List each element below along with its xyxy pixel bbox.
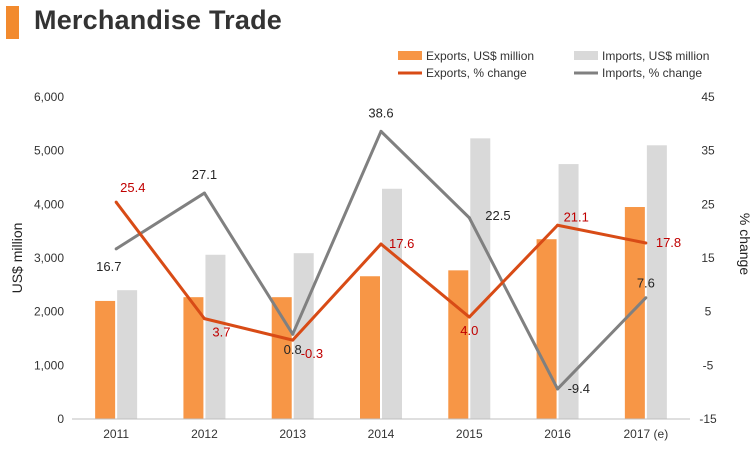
exports-pct-point xyxy=(644,241,648,245)
imports-bar xyxy=(470,138,491,419)
y2-tick-label: 15 xyxy=(701,251,715,265)
exports-pct-label: 4.0 xyxy=(460,323,478,338)
legend-label: Imports, US$ million xyxy=(602,49,709,63)
y-axis-title: US$ million xyxy=(9,223,25,294)
legend-label: Exports, US$ million xyxy=(426,49,534,63)
imports-pct-label: 7.6 xyxy=(637,276,655,291)
y2-tick-label: -5 xyxy=(703,358,714,372)
legend-exports-bar-swatch xyxy=(398,51,422,60)
imports-bar xyxy=(117,290,138,419)
legend-imports-bar-swatch xyxy=(574,51,598,60)
exports-pct-label: 17.8 xyxy=(656,235,681,250)
imports-pct-label: -9.4 xyxy=(568,381,590,396)
y-tick-label: 3,000 xyxy=(34,251,64,265)
page-title: Merchandise Trade xyxy=(34,5,282,35)
x-tick-label: 2013 xyxy=(279,427,306,441)
y2-tick-label: 25 xyxy=(701,197,715,211)
exports-pct-label: 21.1 xyxy=(564,209,589,224)
imports-pct-label: 38.6 xyxy=(368,105,393,120)
y-tick-label: 1,000 xyxy=(34,358,64,372)
y2-tick-label: 5 xyxy=(705,305,712,319)
exports-pct-label: 17.6 xyxy=(389,236,414,251)
exports-pct-label: 3.7 xyxy=(212,325,230,340)
imports-pct-label: 0.8 xyxy=(284,342,302,357)
x-tick-label: 2012 xyxy=(191,427,218,441)
x-tick-label: 2016 xyxy=(544,427,571,441)
y2-axis-title: % change xyxy=(737,213,750,275)
exports-pct-point xyxy=(202,317,206,321)
x-tick-label: 2015 xyxy=(456,427,483,441)
imports-pct-point xyxy=(114,247,118,251)
exports-pct-label: 25.4 xyxy=(120,180,145,195)
imports-bar xyxy=(382,188,402,419)
y2-tick-label: 35 xyxy=(701,144,715,158)
exports-pct-point xyxy=(114,200,118,204)
exports-pct-point xyxy=(467,315,471,319)
legend-label: Imports, % change xyxy=(602,66,702,80)
y2-tick-label: -15 xyxy=(699,412,717,426)
y-tick-label: 2,000 xyxy=(34,305,64,319)
exports-bar xyxy=(271,297,292,419)
title-accent-bar xyxy=(6,6,19,39)
exports-bar xyxy=(536,239,557,419)
y-tick-label: 4,000 xyxy=(34,197,64,211)
imports-pct-point xyxy=(467,216,471,220)
imports-pct-label: 16.7 xyxy=(96,259,121,274)
exports-pct-point xyxy=(291,338,295,342)
imports-pct-label: 27.1 xyxy=(192,167,217,182)
exports-bar xyxy=(183,297,204,419)
imports-pct-point xyxy=(291,332,295,336)
x-tick-label: 2017 (e) xyxy=(624,427,669,441)
exports-pct-point xyxy=(556,223,560,227)
legend-label: Exports, % change xyxy=(426,66,527,80)
imports-bar xyxy=(646,145,667,420)
imports-pct-point xyxy=(379,129,383,133)
imports-pct-label: 22.5 xyxy=(485,208,510,223)
imports-pct-point xyxy=(556,387,560,391)
y-tick-label: 0 xyxy=(57,412,64,426)
exports-bar xyxy=(360,276,380,419)
imports-bar xyxy=(205,254,226,419)
x-tick-label: 2011 xyxy=(103,427,129,441)
exports-bar xyxy=(624,207,645,419)
exports-pct-label: -0.3 xyxy=(301,346,323,361)
x-tick-label: 2014 xyxy=(368,427,395,441)
exports-bar xyxy=(95,300,116,419)
y2-tick-label: 45 xyxy=(701,90,715,104)
exports-pct-point xyxy=(379,242,383,246)
y-tick-label: 5,000 xyxy=(34,144,64,158)
imports-pct-point xyxy=(202,191,206,195)
exports-bar xyxy=(448,270,469,419)
y-tick-label: 6,000 xyxy=(34,90,64,104)
imports-pct-point xyxy=(644,296,648,300)
